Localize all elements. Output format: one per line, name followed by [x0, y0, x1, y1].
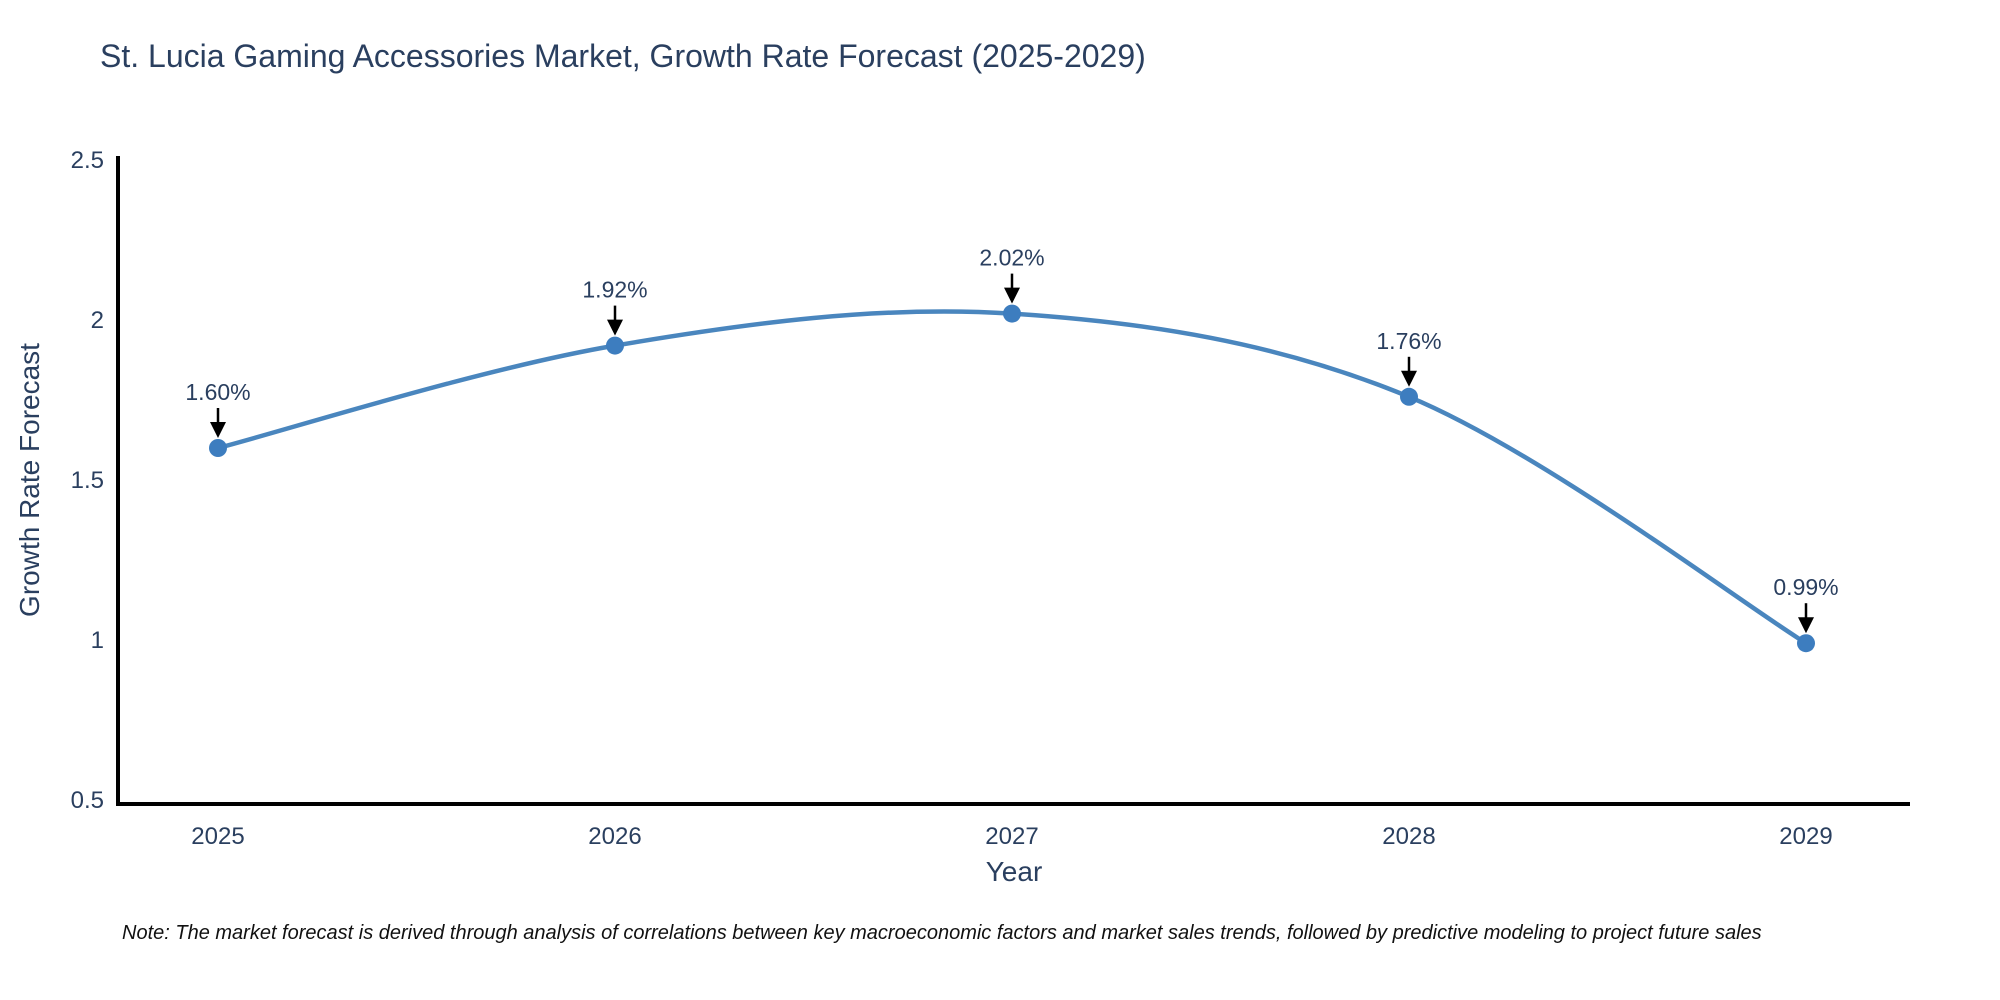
point-value-label: 1.60%: [185, 379, 250, 405]
annotation-arrowhead-icon: [1401, 370, 1417, 387]
x-tick-label: 2027: [985, 823, 1038, 850]
chart-title: St. Lucia Gaming Accessories Market, Gro…: [100, 38, 1146, 74]
data-point[interactable]: [606, 336, 624, 355]
data-point[interactable]: [209, 439, 227, 457]
point-value-label: 2.02%: [979, 245, 1044, 271]
data-point[interactable]: [1003, 304, 1021, 323]
annotation-arrowhead-icon: [1798, 617, 1814, 634]
annotation-arrowhead-icon: [210, 422, 226, 438]
annotation-arrowhead-icon: [607, 319, 623, 336]
footnote: Note: The market forecast is derived thr…: [122, 922, 1762, 944]
y-tick-label: 0.5: [71, 787, 104, 814]
x-tick-label: 2028: [1382, 823, 1435, 850]
y-tick-label: 2.5: [71, 147, 104, 174]
point-value-label: 1.76%: [1376, 328, 1441, 354]
x-axis-title: Year: [985, 856, 1043, 887]
forecast-line: [215, 309, 1809, 646]
data-point[interactable]: [1797, 634, 1815, 653]
point-value-label: 1.92%: [582, 277, 647, 303]
point-value-label: 0.99%: [1773, 574, 1838, 600]
y-tick-label: 2: [91, 307, 104, 334]
annotation-arrowhead-icon: [1004, 287, 1020, 304]
y-tick-label: 1.5: [71, 467, 104, 494]
x-tick-label: 2026: [588, 823, 641, 850]
x-tick-label: 2025: [191, 823, 244, 850]
y-tick-label: 1: [91, 627, 104, 654]
x-tick-label: 2029: [1779, 823, 1832, 850]
data-point[interactable]: [1400, 387, 1418, 406]
